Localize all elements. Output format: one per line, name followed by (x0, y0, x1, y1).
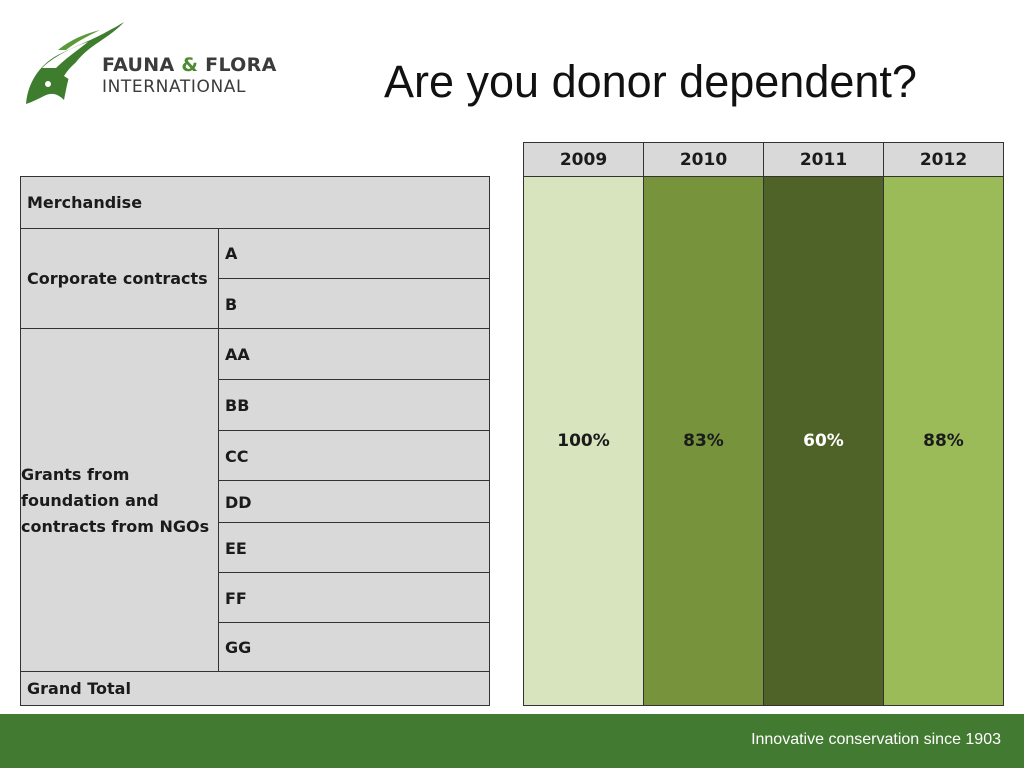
grand-total-cell: Grand Total (27, 679, 131, 698)
corporate-contracts-cell: Corporate contracts (27, 269, 208, 288)
grant-item: EE (225, 538, 247, 558)
table-divider (218, 572, 489, 573)
dependency-percent: 83% (683, 431, 724, 451)
logo: FAUNA & FLORA INTERNATIONAL (18, 20, 278, 106)
year-header: 2011 (763, 142, 884, 177)
year-value-column: 60% (763, 176, 884, 706)
dependency-percent: 88% (923, 431, 964, 451)
grant-item: FF (225, 588, 247, 608)
grants-cell: Grants from foundation and contracts fro… (21, 464, 210, 536)
brand-subtitle: INTERNATIONAL (102, 77, 247, 97)
grant-item: CC (225, 446, 249, 466)
grant-item: BB (225, 396, 250, 415)
brand-name: FAUNA & FLORA (102, 54, 277, 76)
brand-ampersand: & (181, 54, 199, 76)
corporate-item: B (225, 294, 238, 314)
merchandise-cell: Merchandise (27, 193, 143, 212)
grant-item: GG (225, 638, 252, 657)
table-divider (218, 522, 489, 523)
dependency-percent: 100% (557, 431, 610, 451)
dependency-percent: 60% (803, 431, 844, 451)
table-divider (218, 622, 489, 623)
table-divider (21, 328, 489, 329)
corporate-item: A (225, 244, 238, 263)
table-divider (218, 379, 489, 380)
grant-item: AA (225, 345, 250, 364)
antelope-head-icon (26, 22, 124, 104)
table-divider (21, 671, 489, 672)
table-divider (218, 480, 489, 481)
table-divider (218, 430, 489, 431)
table-divider (218, 278, 489, 279)
year-header: 2010 (643, 142, 764, 177)
table-divider (218, 228, 219, 671)
footer-tagline: Innovative conservation since 1903 (751, 731, 1001, 748)
revenue-sources-table: Merchandise Corporate contracts A B Gran… (20, 176, 490, 706)
year-value-column: 100% (523, 176, 644, 706)
page-title: Are you donor dependent? (384, 56, 917, 107)
year-header: 2012 (883, 142, 1004, 177)
table-divider (21, 228, 489, 229)
grant-item: DD (225, 492, 252, 512)
year-header: 2009 (523, 142, 644, 177)
footer-bar: Innovative conservation since 1903 (0, 714, 1024, 768)
year-value-column: 88% (883, 176, 1004, 706)
year-value-column: 83% (643, 176, 764, 706)
